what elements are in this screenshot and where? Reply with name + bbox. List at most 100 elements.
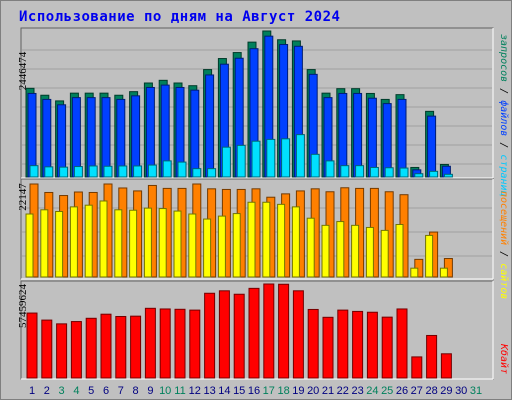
- day-label: 18: [277, 385, 289, 397]
- sites-bar: [395, 224, 404, 278]
- kbytes-bar: [85, 317, 97, 379]
- top-legend: запросов / файлов / страниц: [498, 34, 510, 197]
- pages-bar: [29, 165, 39, 178]
- sites-bar: [99, 200, 108, 278]
- kbytes-bar: [411, 356, 423, 379]
- files-bar: [71, 97, 81, 178]
- day-label: 5: [88, 385, 94, 397]
- top-ymax-label: 2446474: [17, 51, 29, 90]
- day-label: 26: [396, 385, 408, 397]
- pages-bar: [310, 153, 320, 178]
- pages-bar: [103, 165, 113, 178]
- kbytes-bar: [174, 308, 186, 379]
- pages-bar: [59, 166, 69, 178]
- kbytes-bar: [233, 293, 245, 379]
- kbytes-bar: [70, 321, 82, 379]
- sites-bar: [158, 208, 167, 278]
- legend-kbytes: Кбайт: [498, 343, 510, 374]
- files-bar: [86, 97, 96, 178]
- sites-bar: [69, 206, 78, 278]
- kbytes-bar: [144, 307, 156, 379]
- legend-hits: запросов: [498, 34, 509, 82]
- kbytes-bar: [189, 309, 201, 379]
- sites-bar: [425, 234, 434, 278]
- day-label: 8: [133, 385, 139, 397]
- sites-bar: [247, 201, 256, 278]
- files-bar: [145, 86, 155, 178]
- legend-pages: страниц: [498, 154, 509, 196]
- day-label: 22: [337, 385, 349, 397]
- kbytes-bar: [26, 312, 38, 379]
- pages-bar: [340, 165, 350, 178]
- pages-bar: [147, 164, 157, 178]
- kbytes-bar: [159, 308, 171, 379]
- files-bar: [57, 104, 67, 178]
- sites-bar: [336, 221, 345, 278]
- pages-bar: [429, 170, 439, 178]
- pages-bar: [207, 168, 217, 178]
- files-bar: [382, 103, 392, 178]
- day-label: 17: [263, 385, 275, 397]
- pages-bar: [384, 167, 394, 178]
- kbytes-bar: [307, 308, 319, 379]
- kbytes-bar: [322, 316, 334, 379]
- kbytes-bar: [278, 283, 290, 379]
- day-label: 7: [118, 385, 124, 397]
- sites-bar: [188, 213, 197, 278]
- kbytes-bar: [352, 310, 364, 379]
- kbytes-bar: [366, 311, 378, 379]
- files-bar: [338, 92, 348, 178]
- day-label: 25: [381, 385, 393, 397]
- kbytes-bar: [396, 308, 408, 379]
- pages-bar: [236, 144, 246, 178]
- pages-bar: [399, 167, 409, 178]
- files-bar: [190, 89, 200, 178]
- day-label: 20: [307, 385, 319, 397]
- day-label: 9: [147, 385, 153, 397]
- files-bar: [131, 95, 141, 178]
- kbytes-bar: [248, 287, 260, 379]
- sites-bar: [114, 209, 123, 278]
- middle-ymax-label: 22147: [17, 183, 29, 211]
- sites-bar: [129, 209, 138, 278]
- day-label: 4: [73, 385, 79, 397]
- day-label: 31: [470, 385, 482, 397]
- legend-sites: сайтов: [498, 263, 510, 299]
- chart-title: Использование по дням на Август 2024: [19, 9, 341, 25]
- sites-bar: [410, 267, 419, 278]
- day-label: 15: [233, 385, 245, 397]
- day-label: 21: [322, 385, 334, 397]
- files-bar: [367, 97, 377, 178]
- sites-bar: [306, 217, 315, 278]
- sites-bar: [351, 224, 360, 278]
- sites-bar: [143, 207, 152, 278]
- kbytes-bar: [426, 334, 438, 379]
- files-bar: [42, 98, 52, 178]
- pages-bar: [44, 166, 54, 178]
- files-bar: [116, 98, 126, 178]
- kbytes-bar: [130, 315, 142, 379]
- kbytes-bar: [292, 290, 304, 379]
- day-label: 11: [174, 385, 185, 397]
- pages-bar: [88, 165, 98, 178]
- pages-bar: [251, 140, 261, 178]
- day-label: 6: [103, 385, 109, 397]
- legend-files: файлов: [498, 100, 510, 136]
- pages-bar: [355, 165, 365, 178]
- sites-bar: [365, 226, 374, 278]
- day-label: 3: [59, 385, 65, 397]
- pages-bar: [133, 165, 143, 178]
- day-label: 14: [218, 385, 230, 397]
- pages-bar: [443, 173, 453, 178]
- pages-bar: [192, 168, 202, 178]
- sites-bar: [173, 210, 182, 278]
- day-label: 13: [203, 385, 215, 397]
- kbytes-bar: [381, 316, 393, 379]
- kbytes-bar: [204, 292, 216, 379]
- day-label: 1: [29, 385, 35, 397]
- day-label: 16: [248, 385, 260, 397]
- day-label: 27: [411, 385, 423, 397]
- files-bar: [27, 92, 37, 178]
